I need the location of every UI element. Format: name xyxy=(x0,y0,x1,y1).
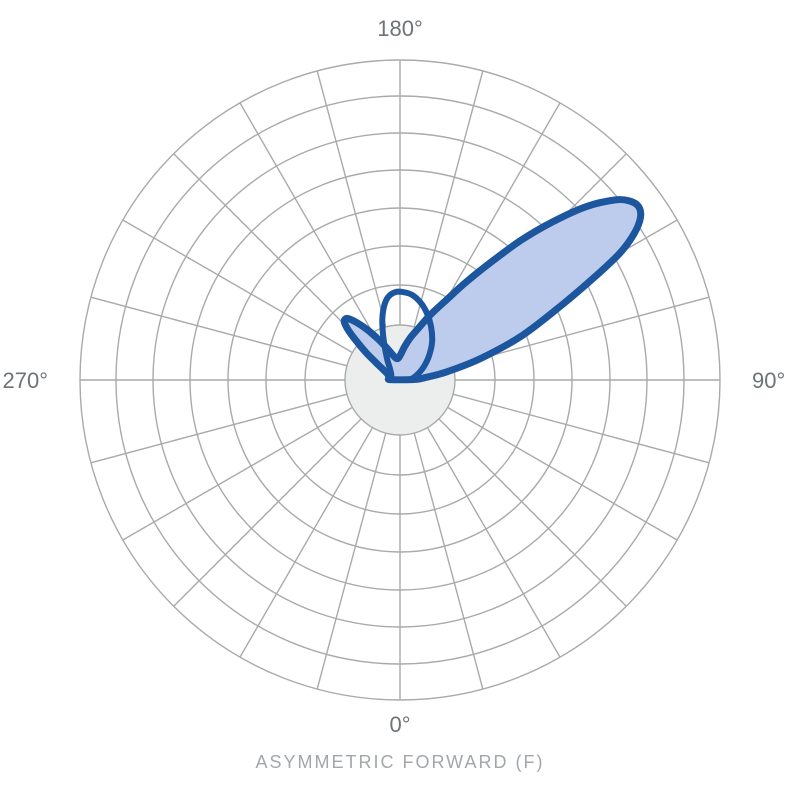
polar-chart-container: 180° 90° 0° 270° ASYMMETRIC FORWARD (F) xyxy=(0,0,800,800)
polar-chart-svg: 180° 90° 0° 270° xyxy=(0,0,800,800)
axis-label-right: 90° xyxy=(752,368,785,393)
chart-caption: ASYMMETRIC FORWARD (F) xyxy=(0,752,800,773)
axis-label-top: 180° xyxy=(377,16,423,41)
axis-label-bottom: 0° xyxy=(389,712,410,737)
axis-label-left: 270° xyxy=(2,368,48,393)
